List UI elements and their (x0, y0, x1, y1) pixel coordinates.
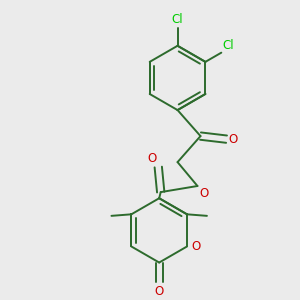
Text: O: O (154, 286, 164, 298)
Text: Cl: Cl (223, 39, 235, 52)
Text: Cl: Cl (172, 13, 183, 26)
Text: O: O (228, 133, 237, 146)
Text: O: O (148, 152, 157, 165)
Text: O: O (199, 187, 208, 200)
Text: O: O (191, 240, 200, 253)
